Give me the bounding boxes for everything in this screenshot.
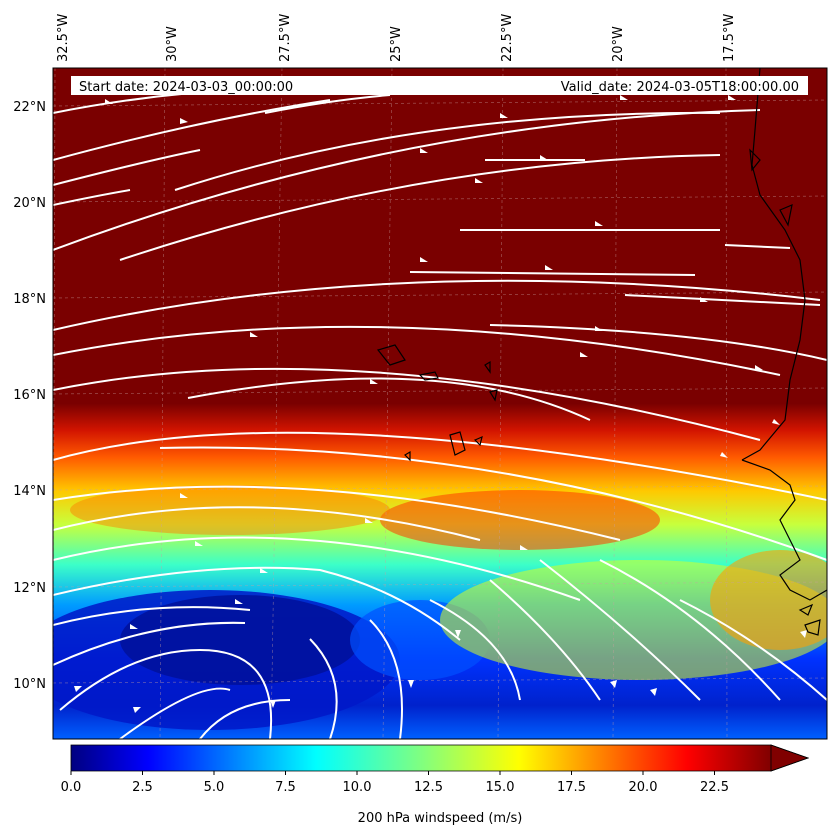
streamline-arrows bbox=[74, 95, 807, 713]
lat-label: 16°N bbox=[13, 388, 46, 403]
lon-label: 30°W bbox=[165, 26, 180, 62]
colorbar-extend-arrow bbox=[770, 744, 810, 772]
lon-label: 32.5°W bbox=[56, 14, 71, 62]
colorbar-tick: 12.5 bbox=[414, 780, 443, 795]
colorbar-tick: 15.0 bbox=[486, 780, 515, 795]
colorbar-tick: 2.5 bbox=[132, 780, 153, 795]
lon-label: 20°W bbox=[611, 26, 626, 62]
colorbar-tick: 7.5 bbox=[275, 780, 296, 795]
lat-label: 22°N bbox=[13, 100, 46, 115]
lon-label: 22.5°W bbox=[500, 14, 515, 62]
lat-label: 18°N bbox=[13, 292, 46, 307]
map-frame bbox=[52, 67, 828, 740]
valid-date-label: Valid_date: 2024-03-05T18:00:00.00 bbox=[561, 80, 799, 95]
colorbar-tick: 5.0 bbox=[204, 780, 225, 795]
lat-label: 10°N bbox=[13, 677, 46, 692]
longitude-labels: 32.5°W 30°W 27.5°W 25°W 22.5°W 20°W 17.5… bbox=[56, 14, 737, 62]
colorbar-tick: 20.0 bbox=[629, 780, 658, 795]
colorbar-tick: 10.0 bbox=[343, 780, 372, 795]
colorbar-tick: 0.0 bbox=[61, 780, 82, 795]
colorbar: 0.0 2.5 5.0 7.5 10.0 12.5 15.0 17.5 20.0… bbox=[61, 744, 810, 826]
lat-label: 20°N bbox=[13, 196, 46, 211]
coastline bbox=[376, 68, 827, 636]
colorbar-label: 200 hPa windspeed (m/s) bbox=[358, 811, 523, 826]
lon-label: 25°W bbox=[389, 26, 404, 62]
start-date-label: Start date: 2024-03-03_00:00:00 bbox=[79, 80, 293, 95]
colorbar-tick: 22.5 bbox=[700, 780, 729, 795]
lon-label: 27.5°W bbox=[278, 14, 293, 62]
colorbar-gradient bbox=[71, 745, 771, 771]
latitude-labels: 22°N 20°N 18°N 16°N 14°N 12°N 10°N bbox=[13, 100, 46, 692]
lat-label: 14°N bbox=[13, 484, 46, 499]
colorbar-tick: 17.5 bbox=[557, 780, 586, 795]
lat-label: 12°N bbox=[13, 581, 46, 596]
date-banner bbox=[71, 76, 808, 95]
lon-label: 17.5°W bbox=[722, 14, 737, 62]
windspeed-field bbox=[53, 68, 827, 739]
